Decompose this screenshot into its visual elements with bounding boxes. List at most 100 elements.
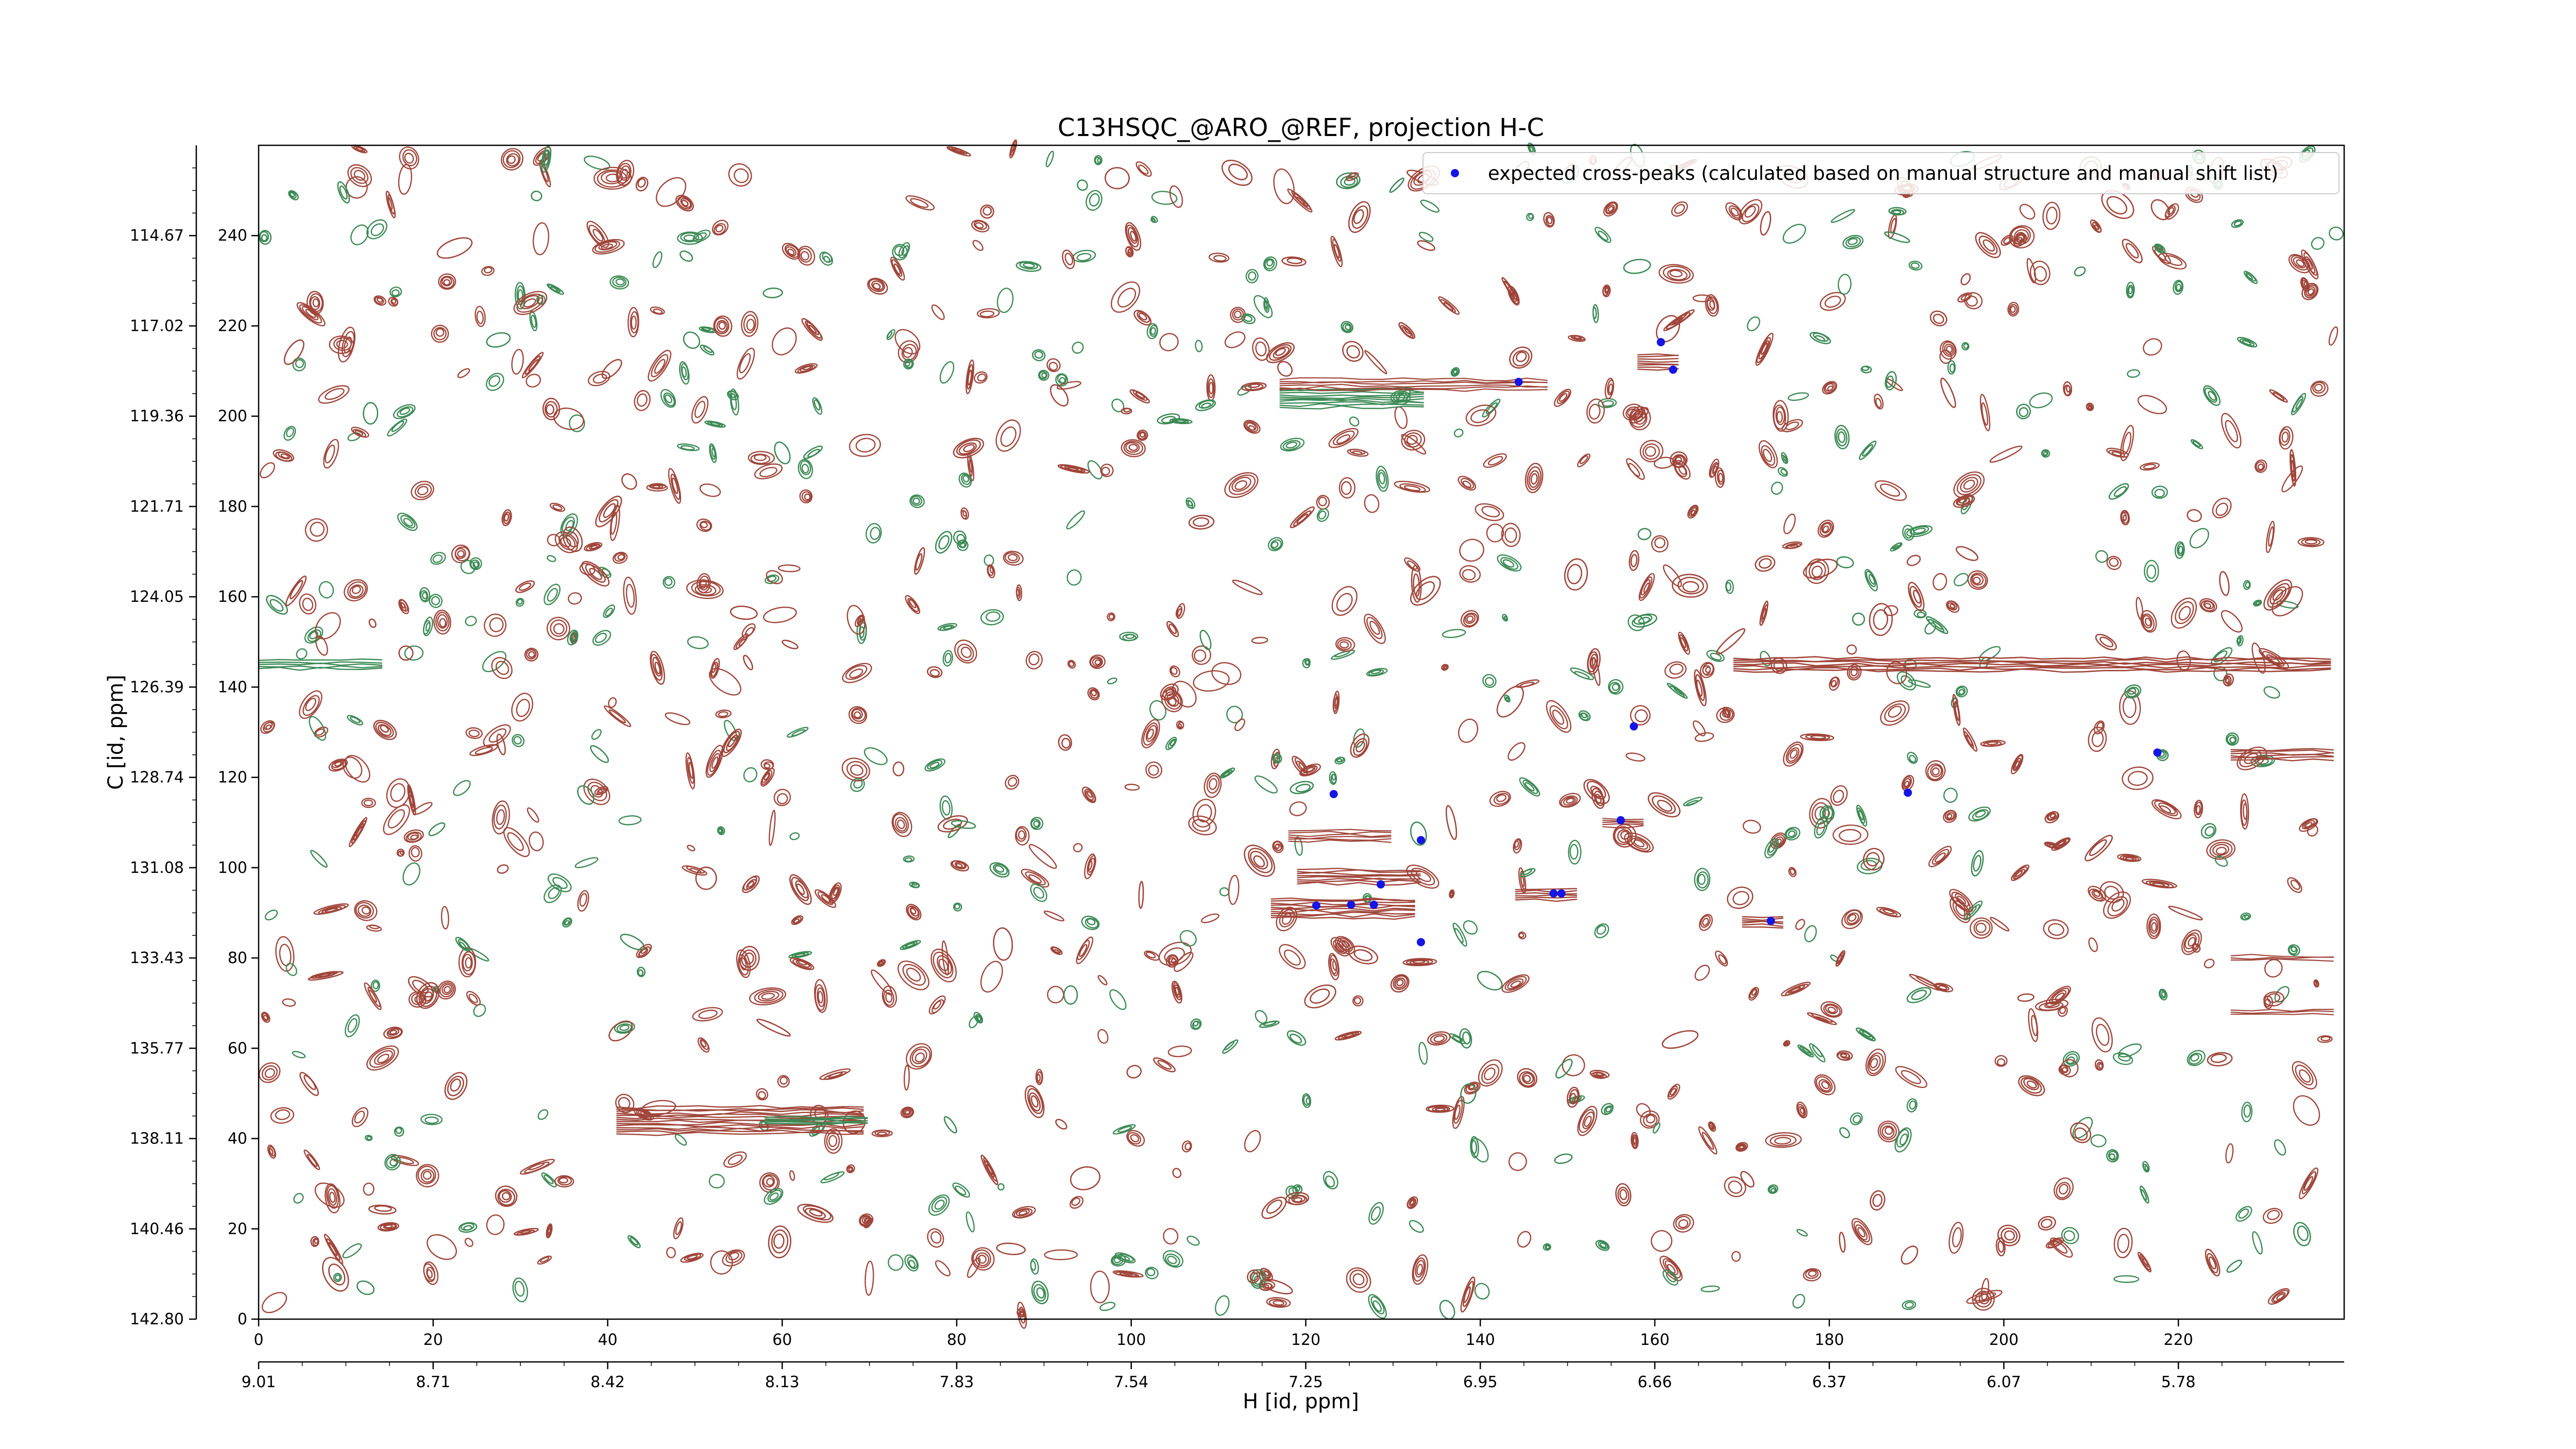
contour-blob <box>554 1175 574 1188</box>
ridge-line <box>1742 923 1784 928</box>
contour-blob <box>666 1246 676 1258</box>
contour-blob <box>2174 541 2185 559</box>
contour-blob <box>1831 209 1855 223</box>
plot-area-frame <box>258 144 2345 1320</box>
contour-blob <box>789 832 800 840</box>
ridge-line <box>1270 916 1415 920</box>
contour-blob <box>766 570 783 584</box>
contour-blob <box>438 273 456 290</box>
contour-blob <box>2253 599 2262 607</box>
ridge-line <box>1637 360 1679 363</box>
contour-blob <box>481 266 495 276</box>
contour-blob <box>1263 256 1278 272</box>
x-tick-label: 120 <box>1291 1331 1320 1349</box>
contour-blob <box>2041 449 2050 458</box>
contour-blob <box>2300 277 2310 292</box>
contour-blob <box>1021 868 1049 888</box>
contour-blob <box>273 449 295 462</box>
contour-blob <box>2058 1064 2071 1076</box>
contour-blob <box>2011 754 2024 774</box>
contour-blob <box>1648 792 1681 818</box>
contour-blob <box>1929 310 1947 327</box>
contour-blob <box>1486 524 1504 543</box>
x-ppm-tick-label: 8.13 <box>765 1373 800 1391</box>
contour-blob <box>1670 451 1688 468</box>
contour-blob <box>1072 341 1084 354</box>
contour-blob <box>616 160 635 186</box>
contour-blob <box>1244 845 1275 877</box>
contour-blob <box>1035 1069 1043 1085</box>
contour-blob <box>398 645 414 661</box>
contour-blob <box>1460 1083 1477 1104</box>
y-ppm-axis: 142.80 140.46 138.11 135.77 133.43 131.08 128.… <box>130 167 196 1328</box>
contour-blob <box>1304 984 1336 1008</box>
contour-blob <box>1030 817 1044 830</box>
contour-blob <box>791 915 804 925</box>
ridge-line <box>1602 825 1644 829</box>
contour-blob <box>310 850 328 868</box>
contour-blob <box>266 595 288 615</box>
y-tick-label: 120 <box>218 769 247 787</box>
contour-blob <box>1219 767 1235 779</box>
contour-blob <box>993 927 1013 961</box>
ridge-line <box>1733 667 2331 671</box>
contour-blob <box>771 327 797 356</box>
contour-blob <box>904 1065 910 1091</box>
contour-blob <box>665 712 690 726</box>
ridge-line <box>1270 899 1415 902</box>
x-tick-label: 0 <box>253 1331 263 1349</box>
contour-blob <box>1195 340 1203 352</box>
contour-blob <box>1410 576 1441 606</box>
peak-marker <box>1549 889 1558 898</box>
contour-blob <box>2243 580 2251 590</box>
contour-blob <box>2187 1050 2206 1066</box>
contour-blob <box>1121 408 1132 415</box>
contour-blob <box>1028 844 1057 869</box>
contour-blob <box>512 1277 528 1303</box>
contour-blob <box>1792 1293 1805 1309</box>
contour-blob <box>1277 361 1293 377</box>
contour-blob <box>1215 1295 1230 1316</box>
contour-blob <box>1788 867 1797 878</box>
contour-blob <box>1280 437 1305 452</box>
contour-blob <box>760 759 774 770</box>
contour-blob <box>728 163 752 187</box>
contour-blob <box>620 934 645 951</box>
contour-blob <box>1587 648 1601 675</box>
contour-blob <box>1747 316 1760 331</box>
contour-blob <box>691 396 709 424</box>
contour-blob <box>2112 1052 2133 1065</box>
contour-blob <box>1169 185 1183 208</box>
contour-blob <box>1266 1297 1291 1308</box>
contour-blob <box>1939 340 1957 360</box>
contour-blob <box>393 404 416 419</box>
contour-blob <box>1862 848 1885 871</box>
contour-blob <box>1975 232 2001 258</box>
contour-blob <box>742 875 760 894</box>
contour-blob <box>1888 207 1907 216</box>
contour-blob <box>1630 705 1651 726</box>
contour-blob <box>440 906 449 930</box>
contour-blob <box>953 530 967 545</box>
contour-blob <box>730 605 758 620</box>
contour-blob <box>1906 987 1931 1003</box>
contour-blob <box>2120 510 2130 526</box>
contour-blob <box>762 288 783 298</box>
contour-blob <box>1348 946 1378 965</box>
contour-blob <box>1876 906 1902 918</box>
contour-blob <box>2219 571 2230 596</box>
contour-blob <box>2221 610 2243 633</box>
contour-blob <box>1015 261 1042 272</box>
contour-blob <box>679 361 690 385</box>
contour-blob <box>756 1018 791 1037</box>
x-ppm-axis: 9.01 8.71 8.42 8.13 7.83 7.54 7.25 6.95 6.66 6.37… <box>242 1362 2310 1391</box>
contour-blob <box>1673 1214 1694 1233</box>
contour-blob <box>437 980 456 1000</box>
contour-blob <box>1846 664 1862 681</box>
contour-blob <box>2269 389 2288 403</box>
ridge-line <box>2230 756 2334 760</box>
contour-blob <box>1150 215 1158 223</box>
contour-blob <box>696 518 713 532</box>
x-ppm-tick-label: 7.83 <box>940 1373 974 1391</box>
contour-blob <box>1133 310 1152 326</box>
